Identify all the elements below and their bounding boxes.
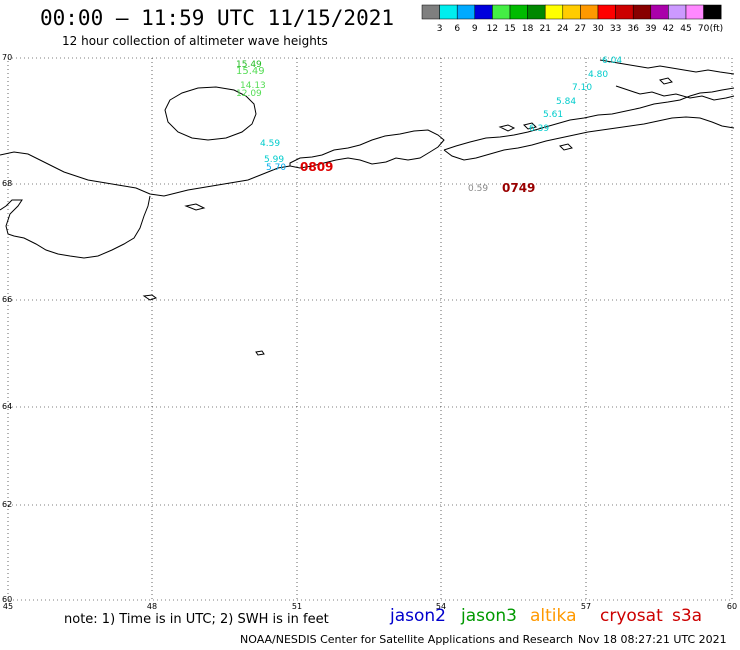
page-title: 00:00 – 11:59 UTC 11/15/2021 xyxy=(40,6,395,30)
colorbar-tick-label: 9 xyxy=(472,24,478,34)
colorbar-tick-label: 70 xyxy=(698,24,710,34)
colorbar-tick-label: 18 xyxy=(522,24,534,34)
colorbar-tick-label: 33 xyxy=(610,24,621,34)
legend-altika: altika xyxy=(530,606,577,626)
latitude-label: 70 xyxy=(2,53,12,62)
legend-cryosat: cryosat xyxy=(600,606,663,626)
latitude-label: 68 xyxy=(2,179,12,188)
latitude-label: 60 xyxy=(2,595,12,604)
legend-s3a: s3a xyxy=(672,606,703,626)
latitude-label: 62 xyxy=(2,500,12,509)
wave-height-label: 5.99 xyxy=(264,155,284,165)
wave-height-label: 6.04 xyxy=(602,56,622,66)
page-subtitle: 12 hour collection of altimeter wave hei… xyxy=(62,34,328,48)
legend-jason3: jason3 xyxy=(461,606,517,626)
longitude-label: 54 xyxy=(436,602,446,611)
colorbar-tick-label: 12 xyxy=(487,24,498,34)
wave-height-label: 12.09 xyxy=(236,89,262,99)
colorbar-tick-label: 3 xyxy=(437,24,443,34)
colorbar-swatch xyxy=(703,4,722,20)
colorbar-tick-label: 30 xyxy=(592,24,604,34)
colorbar-tick-label: 15 xyxy=(504,24,515,34)
colorbar-tick-label: 45 xyxy=(680,24,691,34)
colorbar-tick-label: 42 xyxy=(663,24,674,34)
colorbar-tick-label: 21 xyxy=(539,24,550,34)
longitude-label: 57 xyxy=(581,602,591,611)
longitude-label: 48 xyxy=(147,602,157,611)
wave-height-label: 0749 xyxy=(502,181,535,195)
colorbar-tick-label: 36 xyxy=(627,24,639,34)
colorbar-tick-label: 6 xyxy=(454,24,460,34)
coastline xyxy=(0,59,735,356)
wave-height-label: 7.10 xyxy=(572,83,592,93)
map-frame xyxy=(7,57,733,601)
wave-height-label: 4.80 xyxy=(588,70,608,80)
colorbar-tick-label: 39 xyxy=(645,24,657,34)
longitude-label: 45 xyxy=(3,602,13,611)
generated-date: Nov 18 08:27:21 UTC 2021 xyxy=(578,633,727,646)
wave-height-label: 0.59 xyxy=(468,184,488,194)
wave-height-label: 5.61 xyxy=(543,110,563,120)
wave-height-label: 14.13 xyxy=(240,81,266,91)
footnote: note: 1) Time is in UTC; 2) SWH is in fe… xyxy=(64,612,329,627)
colorbar-tick-label: 24 xyxy=(557,24,569,34)
colorbar-tick-label: 27 xyxy=(575,24,586,34)
latitude-label: 66 xyxy=(2,295,12,304)
wave-height-label: 4.59 xyxy=(260,139,280,149)
colorbar-unit: (ft) xyxy=(710,24,724,34)
credit-text: NOAA/NESDIS Center for Satellite Applica… xyxy=(240,633,574,646)
legend-jason2: jason2 xyxy=(390,606,446,626)
wave-height-label: 15.49 xyxy=(236,66,265,77)
wave-height-label: 0809 xyxy=(300,160,333,174)
wave-height-label: 6.39 xyxy=(529,124,549,134)
wave-height-label: 15.49 xyxy=(236,60,262,70)
longitude-label: 60 xyxy=(727,602,737,611)
wave-height-label: 5.70 xyxy=(266,163,286,173)
color-legend: 3 6 9 12 15 18 21 24 27 30 33 36 39 42 45 70 (ft) xyxy=(421,4,724,34)
longitude-label: 51 xyxy=(292,602,302,611)
wave-height-label: 5.84 xyxy=(556,97,576,107)
latitude-label: 64 xyxy=(2,402,12,411)
